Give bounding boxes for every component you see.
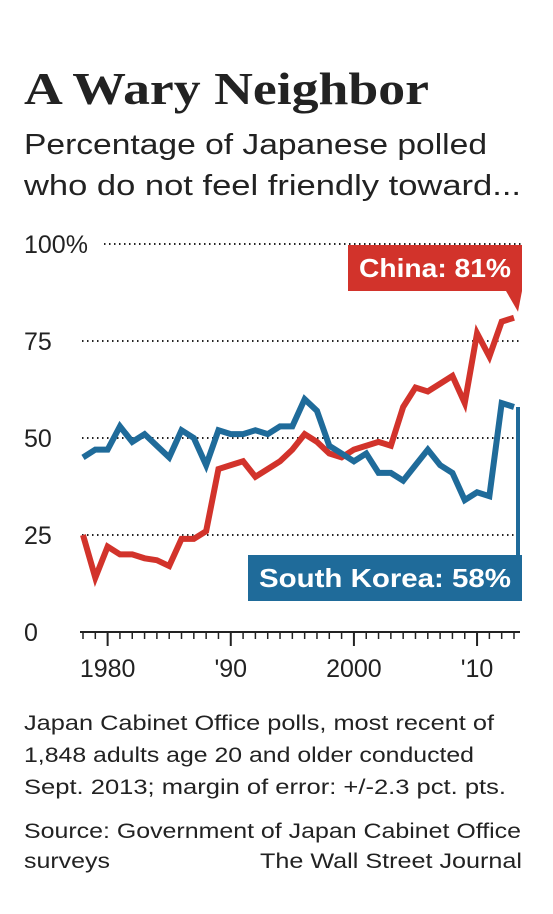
x-tick-label: '90 bbox=[214, 655, 247, 683]
annotation-label: South Korea: 58% bbox=[259, 563, 511, 593]
x-tick-label: 2000 bbox=[326, 655, 382, 683]
line-series bbox=[80, 314, 515, 587]
note: Sept. 2013; margin of error: +/-2.3 pct.… bbox=[24, 776, 506, 799]
y-tick-label: 0 bbox=[24, 619, 38, 647]
note: Japan Cabinet Office polls, most recent … bbox=[24, 712, 494, 735]
y-tick-label: 75 bbox=[24, 328, 52, 356]
x-tick-label: '10 bbox=[461, 655, 494, 683]
subtitle: Percentage of Japanese polled bbox=[24, 129, 487, 161]
annotation-pointer bbox=[506, 291, 522, 312]
credit: The Wall Street Journal bbox=[260, 850, 522, 873]
chart-title: A Wary Neighbor bbox=[24, 63, 429, 114]
note: 1,848 adults age 20 and older conducted bbox=[24, 744, 474, 767]
source: surveys bbox=[24, 850, 110, 873]
annotation-label: China: 81% bbox=[359, 253, 511, 283]
y-tick-label: 100% bbox=[24, 231, 88, 259]
annotation-box bbox=[248, 555, 522, 601]
source: Source: Government of Japan Cabinet Offi… bbox=[24, 820, 521, 843]
annotation-box bbox=[348, 245, 522, 291]
line-series bbox=[81, 394, 515, 505]
y-tick-label: 25 bbox=[24, 522, 52, 550]
y-tick-label: 50 bbox=[24, 425, 52, 453]
subtitle: who do not feel friendly toward... bbox=[23, 170, 521, 202]
x-tick-label: 1980 bbox=[80, 655, 136, 683]
